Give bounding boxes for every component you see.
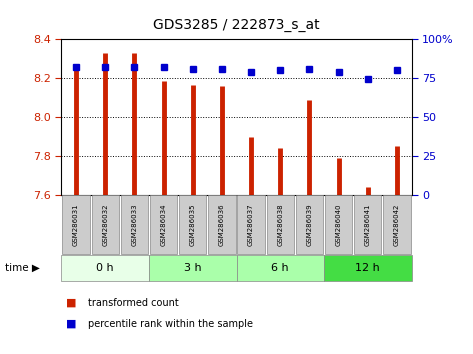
Text: GSM286033: GSM286033 <box>131 204 138 246</box>
Text: GSM286042: GSM286042 <box>394 204 400 246</box>
Text: GSM286041: GSM286041 <box>365 204 371 246</box>
Text: GSM286032: GSM286032 <box>102 204 108 246</box>
Text: GSM286040: GSM286040 <box>335 204 342 246</box>
Text: ■: ■ <box>66 298 77 308</box>
Text: 0 h: 0 h <box>96 263 114 273</box>
Text: 12 h: 12 h <box>355 263 380 273</box>
Text: 3 h: 3 h <box>184 263 201 273</box>
Text: GSM286039: GSM286039 <box>307 204 313 246</box>
Text: ■: ■ <box>66 319 77 329</box>
Text: GSM286034: GSM286034 <box>160 204 166 246</box>
Text: time ▶: time ▶ <box>5 263 40 273</box>
Text: transformed count: transformed count <box>88 298 178 308</box>
Text: GSM286035: GSM286035 <box>190 204 196 246</box>
Text: GSM286038: GSM286038 <box>277 204 283 246</box>
Text: percentile rank within the sample: percentile rank within the sample <box>88 319 253 329</box>
Text: GSM286037: GSM286037 <box>248 204 254 246</box>
Text: GSM286031: GSM286031 <box>73 204 79 246</box>
Text: GDS3285 / 222873_s_at: GDS3285 / 222873_s_at <box>153 18 320 32</box>
Text: GSM286036: GSM286036 <box>219 204 225 246</box>
Text: 6 h: 6 h <box>272 263 289 273</box>
